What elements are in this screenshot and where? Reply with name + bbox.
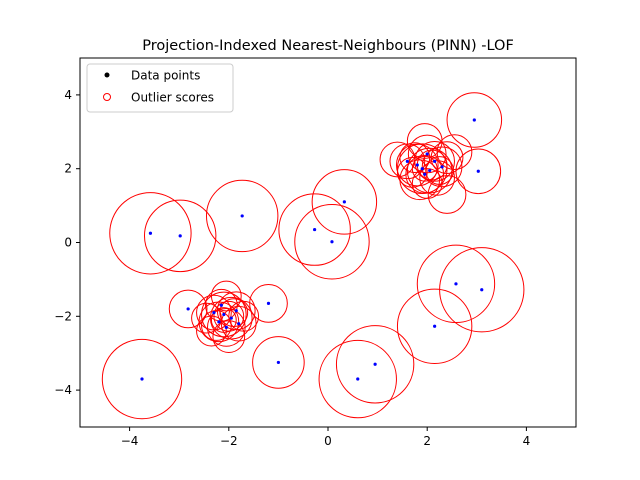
outlier-score-circle [201, 310, 232, 341]
data-point [415, 163, 419, 167]
outlier-score-circle [446, 92, 503, 148]
data-point [178, 234, 182, 238]
data-point [356, 377, 360, 381]
data-point [224, 325, 228, 329]
data-point [440, 165, 444, 169]
outlier-score-circle [210, 280, 242, 312]
chart-title: Projection-Indexed Nearest-Neighbours (P… [142, 38, 514, 54]
outlier-score-circle [294, 204, 370, 280]
data-point [454, 282, 458, 286]
data-point [423, 172, 427, 176]
legend-data-points-marker [104, 72, 110, 78]
outlier-score-circle [206, 308, 246, 347]
data-point [234, 309, 238, 313]
data-point [266, 301, 271, 305]
x-tick-label: −2 [220, 434, 238, 448]
outlier-score-circle [419, 160, 455, 196]
data-point [240, 214, 244, 218]
outlier-score-circle [425, 156, 454, 185]
outlier-score-circle [205, 179, 279, 253]
data-point [428, 168, 432, 173]
data-point [219, 303, 223, 307]
outlier-score-circle [411, 155, 438, 182]
outlier-score-circle [318, 339, 397, 419]
outlier-score-circle [311, 169, 378, 235]
data-point [472, 118, 476, 122]
y-tick-label: 4 [64, 88, 72, 102]
outlier-score-circle [168, 289, 208, 329]
outlier-score-circle [109, 192, 192, 275]
data-point [186, 307, 190, 311]
data-point [313, 227, 317, 232]
data-point [237, 322, 241, 326]
outlier-score-circle [430, 141, 464, 175]
data-point [480, 288, 484, 292]
outlier-circles-layer [101, 92, 525, 420]
legend: Data points Outlier scores [86, 63, 234, 113]
data-points-layer [140, 118, 484, 381]
data-point [373, 362, 377, 366]
outlier-score-circle [228, 300, 260, 332]
data-point [433, 324, 437, 328]
x-tick-label: 0 [324, 434, 332, 448]
outlier-score-circle [101, 338, 183, 420]
data-point [212, 311, 216, 315]
outlier-score-circle [249, 284, 288, 323]
outlier-score-circle [427, 175, 467, 214]
data-point [342, 200, 346, 204]
data-point [148, 231, 153, 235]
outlier-score-circle [219, 298, 249, 327]
data-point [276, 360, 280, 365]
outlier-score-circle [212, 320, 246, 353]
outlier-score-circle [335, 325, 415, 404]
y-tick-label: −4 [54, 383, 72, 397]
data-point [217, 320, 221, 324]
outlier-score-circle [201, 291, 247, 338]
outlier-score-circle [395, 143, 439, 187]
data-point [222, 312, 226, 317]
outlier-score-circle [399, 142, 431, 174]
data-point [229, 316, 233, 320]
outlier-score-circle [389, 143, 426, 180]
outlier-score-circle [396, 288, 473, 364]
outlier-score-circle [210, 307, 237, 333]
legend-box [86, 63, 234, 113]
data-point [140, 377, 144, 381]
outlier-score-circle [411, 168, 443, 199]
axis-ticks: −4 −2 0 2 4 −4 −2 0 2 4 [54, 88, 530, 448]
x-tick-label: 4 [523, 434, 531, 448]
y-tick-label: 0 [64, 236, 72, 250]
outlier-score-circle [436, 134, 473, 170]
outlier-score-circle [196, 315, 227, 347]
data-point [476, 169, 480, 173]
outlier-score-circle [278, 193, 351, 266]
data-point [405, 159, 409, 163]
legend-data-points-label: Data points [131, 69, 200, 83]
x-tick-label: −4 [121, 434, 139, 448]
data-point [330, 240, 334, 244]
axes-frame [79, 57, 577, 428]
x-tick-label: 2 [423, 434, 431, 448]
data-point [433, 159, 437, 163]
data-point [425, 152, 429, 156]
data-point [420, 167, 424, 171]
outlier-score-circle [252, 336, 305, 389]
legend-outlier-scores-label: Outlier scores [131, 91, 214, 105]
legend-outlier-scores-marker [103, 93, 111, 101]
y-tick-label: −2 [54, 309, 72, 323]
y-tick-label: 2 [64, 162, 72, 176]
outlier-score-circle [143, 199, 217, 273]
